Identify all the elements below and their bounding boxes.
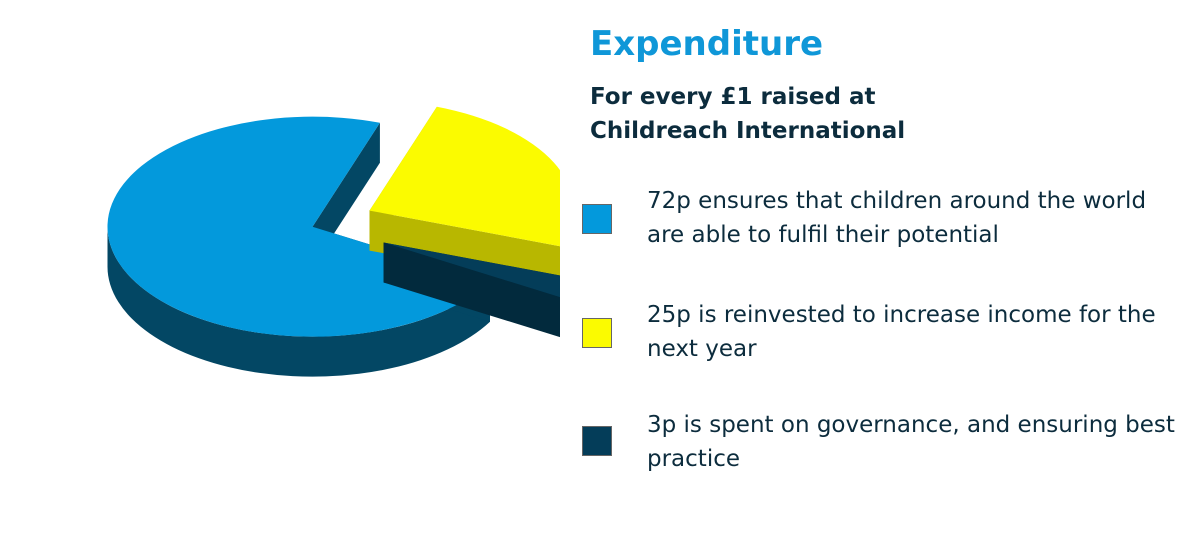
chart-title: Expenditure (590, 24, 824, 64)
pie-chart (107, 106, 560, 377)
legend-label-children: 72p ensures that children around the wor… (647, 188, 1147, 248)
legend-swatch-children (582, 204, 612, 234)
legend-label-reinvested: 25p is reinvested to increase income for… (647, 302, 1156, 362)
legend-label-governance: 3p is spent on governance, and ensuring … (647, 412, 1175, 472)
legend-swatch-reinvested (582, 318, 612, 348)
legend-swatch-governance (582, 426, 612, 456)
chart-subtitle: For every £1 raised at Childreach Intern… (590, 84, 906, 144)
pie-slice-governance (383, 242, 560, 338)
